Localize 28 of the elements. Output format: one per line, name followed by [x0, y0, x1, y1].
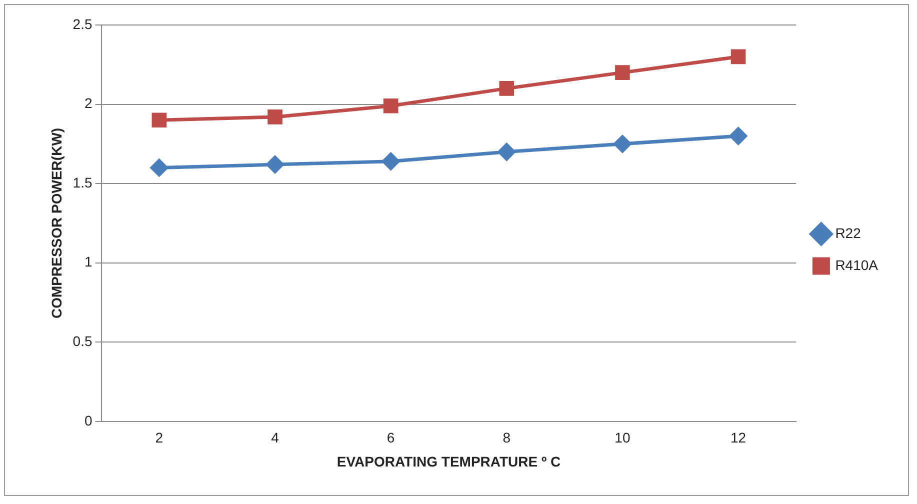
- point: [268, 110, 282, 124]
- y-tick-label: 0.5: [72, 332, 92, 349]
- legend-label: R22: [835, 224, 862, 241]
- y-tick-label: 2.5: [72, 16, 92, 32]
- point: [614, 135, 632, 153]
- x-tick-label: 10: [614, 430, 630, 446]
- point: [152, 112, 167, 128]
- point: [615, 65, 630, 80]
- y-tick-label: 0: [84, 412, 92, 428]
- x-tick-label: 12: [730, 430, 746, 446]
- point: [730, 127, 748, 145]
- legend-label: R410A: [835, 256, 879, 273]
- y-tick-label: 1: [84, 254, 92, 270]
- x-tick-label: 2: [155, 430, 164, 446]
- point: [382, 152, 400, 170]
- point: [150, 158, 168, 176]
- point: [266, 156, 284, 174]
- y-axis-title: COMPRESSOR POWER(KW): [48, 128, 64, 318]
- point: [498, 143, 516, 161]
- x-tick-label: 8: [502, 430, 511, 446]
- point: [730, 49, 746, 64]
- x-axis-title: EVAPORATING TEMPRATURE º C: [336, 453, 561, 470]
- x-tick-label: 4: [271, 430, 280, 446]
- point: [499, 81, 514, 96]
- x-tick-label: 6: [386, 430, 395, 446]
- y-tick-label: 2: [84, 95, 92, 112]
- point: [383, 98, 398, 114]
- y-tick-label: 1.5: [72, 174, 92, 190]
